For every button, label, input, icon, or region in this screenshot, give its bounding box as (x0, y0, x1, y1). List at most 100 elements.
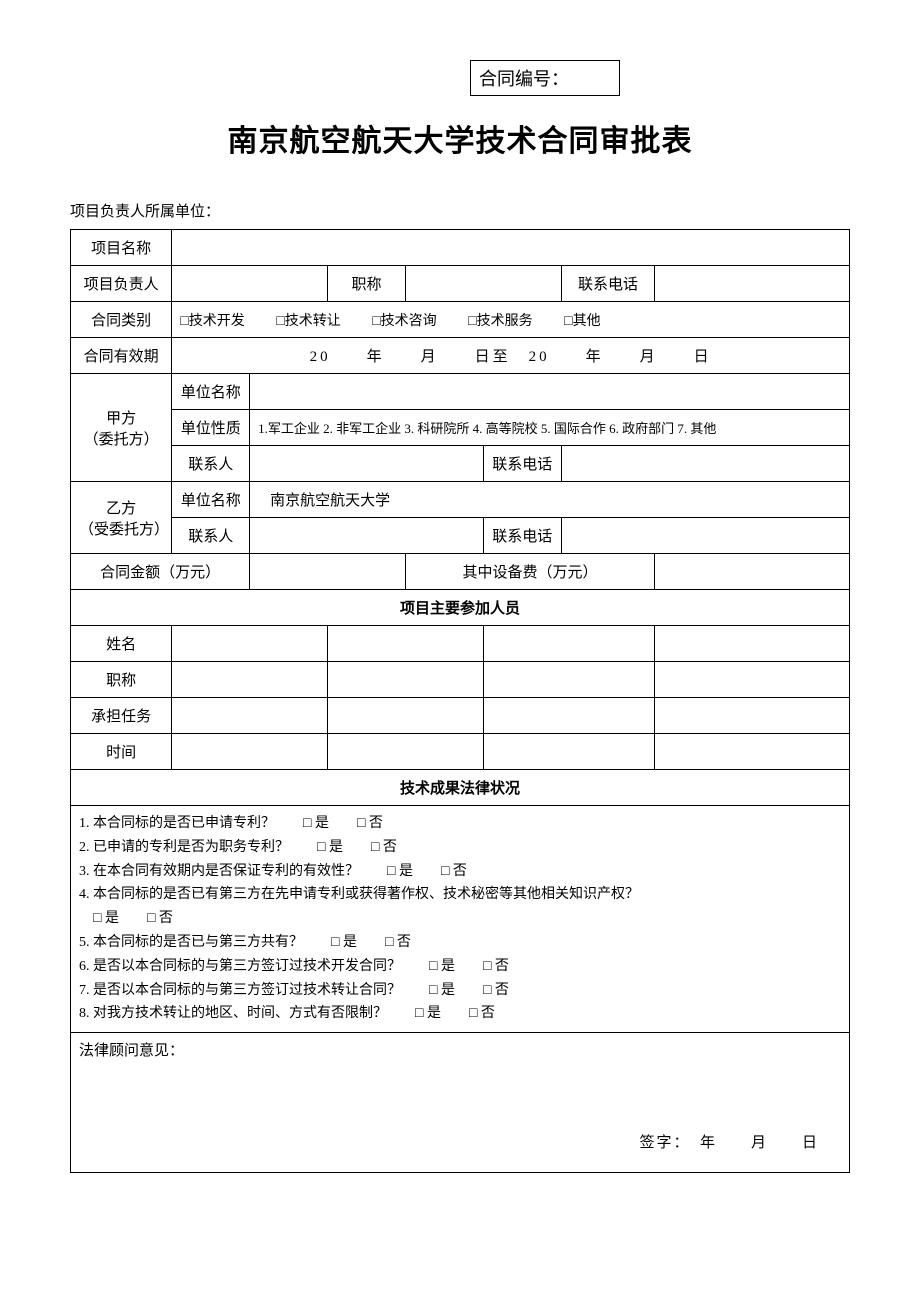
legal-q4a: 4. 本合同标的是否已有第三方在先申请专利或获得著作权、技术秘密等其他相关知识产… (79, 883, 841, 907)
page-title: 南京航空航天大学技术合同审批表 (70, 116, 850, 160)
party-a-text: 甲方 (79, 407, 163, 428)
party-b-sub: （受委托方） (79, 518, 163, 539)
row-valid-period: 合同有效期 20 年 月 日至 20 年 月 日 (71, 338, 850, 374)
label-p-task: 承担任务 (71, 698, 172, 734)
label-phone: 联系电话 (561, 266, 654, 302)
label-party-b: 乙方 （受委托方） (71, 482, 172, 554)
label-project-leader: 项目负责人 (71, 266, 172, 302)
field-p-task-4[interactable] (655, 698, 850, 734)
field-phone[interactable] (655, 266, 850, 302)
row-party-a-name: 甲方 （委托方） 单位名称 (71, 374, 850, 410)
label-party-a: 甲方 （委托方） (71, 374, 172, 482)
field-contract-amount[interactable] (250, 554, 406, 590)
field-p-title-2[interactable] (328, 662, 484, 698)
legal-q4b[interactable]: □ 是 □ 否 (79, 907, 841, 931)
row-opinion: 法律顾问意见： 签字： 年 月 日 (71, 1033, 850, 1173)
field-party-a-contact[interactable] (250, 446, 484, 482)
row-legal-header: 技术成果法律状况 (71, 770, 850, 806)
field-p-title-1[interactable] (172, 662, 328, 698)
row-p-title: 职称 (71, 662, 850, 698)
contract-number-box: 合同编号： (470, 60, 620, 96)
field-p-title-4[interactable] (655, 662, 850, 698)
legal-questions-block: 1. 本合同标的是否已申请专利？ □ 是 □ 否 2. 已申请的专利是否为职务专… (71, 806, 850, 1033)
field-p-task-2[interactable] (328, 698, 484, 734)
signature-line: 签字： 年 月 日 (639, 1131, 819, 1152)
field-party-b-unit-name: 南京航空航天大学 (250, 482, 850, 518)
legal-q1[interactable]: 1. 本合同标的是否已申请专利？ □ 是 □ 否 (79, 812, 841, 836)
field-p-name-1[interactable] (172, 626, 328, 662)
field-contract-type[interactable]: □技术开发 □技术转让 □技术咨询 □技术服务 □其他 (172, 302, 850, 338)
legal-q6[interactable]: 6. 是否以本合同标的与第三方签订过技术开发合同？ □ 是 □ 否 (79, 955, 841, 979)
label-p-time: 时间 (71, 734, 172, 770)
label-party-b-unit-name: 单位名称 (172, 482, 250, 518)
field-p-time-3[interactable] (483, 734, 654, 770)
label-party-a-unit-name: 单位名称 (172, 374, 250, 410)
field-party-a-unit-nature[interactable]: 1.军工企业 2. 非军工企业 3. 科研院所 4. 高等院校 5. 国际合作 … (250, 410, 850, 446)
label-title: 职称 (328, 266, 406, 302)
row-project-leader: 项目负责人 职称 联系电话 (71, 266, 850, 302)
legal-header: 技术成果法律状况 (71, 770, 850, 806)
label-contract-amount: 合同金额（万元） (71, 554, 250, 590)
checkbox-tech-service[interactable]: □技术服务 (468, 310, 532, 330)
row-party-b-contact: 联系人 联系电话 (71, 518, 850, 554)
row-participants-header: 项目主要参加人员 (71, 590, 850, 626)
label-equipment-fee: 其中设备费（万元） (405, 554, 654, 590)
field-p-name-2[interactable] (328, 626, 484, 662)
row-party-b-name: 乙方 （受委托方） 单位名称 南京航空航天大学 (71, 482, 850, 518)
row-p-task: 承担任务 (71, 698, 850, 734)
field-party-a-unit-name[interactable] (250, 374, 850, 410)
checkbox-tech-dev[interactable]: □技术开发 (180, 310, 244, 330)
label-project-name: 项目名称 (71, 230, 172, 266)
label-valid-period: 合同有效期 (71, 338, 172, 374)
legal-q2[interactable]: 2. 已申请的专利是否为职务专利？ □ 是 □ 否 (79, 836, 841, 860)
opinion-label: 法律顾问意见： (79, 1039, 841, 1060)
label-party-a-unit-nature: 单位性质 (172, 410, 250, 446)
legal-q3[interactable]: 3. 在本合同有效期内是否保证专利的有效性？ □ 是 □ 否 (79, 860, 841, 884)
field-p-task-1[interactable] (172, 698, 328, 734)
field-valid-period[interactable]: 20 年 月 日至 20 年 月 日 (172, 338, 850, 374)
checkbox-tech-consult[interactable]: □技术咨询 (372, 310, 436, 330)
field-project-name[interactable] (172, 230, 850, 266)
label-party-b-contact-phone: 联系电话 (483, 518, 561, 554)
label-contract-type: 合同类别 (71, 302, 172, 338)
opinion-block[interactable]: 法律顾问意见： 签字： 年 月 日 (71, 1033, 850, 1173)
unit-label: 项目负责人所属单位： (70, 200, 850, 221)
checkbox-tech-transfer[interactable]: □技术转让 (276, 310, 340, 330)
label-party-b-contact: 联系人 (172, 518, 250, 554)
label-party-a-contact-phone: 联系电话 (483, 446, 561, 482)
label-party-a-contact: 联系人 (172, 446, 250, 482)
legal-q5[interactable]: 5. 本合同标的是否已与第三方共有？ □ 是 □ 否 (79, 931, 841, 955)
label-p-name: 姓名 (71, 626, 172, 662)
row-p-name: 姓名 (71, 626, 850, 662)
field-project-leader[interactable] (172, 266, 328, 302)
row-contract-amount: 合同金额（万元） 其中设备费（万元） (71, 554, 850, 590)
party-b-text: 乙方 (79, 497, 163, 518)
legal-q7[interactable]: 7. 是否以本合同标的与第三方签订过技术转让合同？ □ 是 □ 否 (79, 979, 841, 1003)
row-p-time: 时间 (71, 734, 850, 770)
label-p-title: 职称 (71, 662, 172, 698)
field-p-time-2[interactable] (328, 734, 484, 770)
field-p-time-1[interactable] (172, 734, 328, 770)
field-party-b-contact-phone[interactable] (561, 518, 849, 554)
row-party-a-nature: 单位性质 1.军工企业 2. 非军工企业 3. 科研院所 4. 高等院校 5. … (71, 410, 850, 446)
field-p-name-3[interactable] (483, 626, 654, 662)
contract-number-label: 合同编号： (479, 69, 569, 89)
row-contract-type: 合同类别 □技术开发 □技术转让 □技术咨询 □技术服务 □其他 (71, 302, 850, 338)
participants-header: 项目主要参加人员 (71, 590, 850, 626)
row-project-name: 项目名称 (71, 230, 850, 266)
field-party-a-contact-phone[interactable] (561, 446, 849, 482)
field-p-title-3[interactable] (483, 662, 654, 698)
row-legal-questions: 1. 本合同标的是否已申请专利？ □ 是 □ 否 2. 已申请的专利是否为职务专… (71, 806, 850, 1033)
checkbox-other[interactable]: □其他 (564, 310, 600, 330)
party-b-unit-value: 南京航空航天大学 (270, 493, 390, 509)
field-p-task-3[interactable] (483, 698, 654, 734)
row-party-a-contact: 联系人 联系电话 (71, 446, 850, 482)
legal-q8[interactable]: 8. 对我方技术转让的地区、时间、方式有否限制？ □ 是 □ 否 (79, 1002, 841, 1026)
party-a-sub: （委托方） (79, 428, 163, 449)
field-p-time-4[interactable] (655, 734, 850, 770)
field-party-b-contact[interactable] (250, 518, 484, 554)
field-p-name-4[interactable] (655, 626, 850, 662)
field-equipment-fee[interactable] (655, 554, 850, 590)
approval-form-table: 项目名称 项目负责人 职称 联系电话 合同类别 □技术开发 □技术转让 □技术咨… (70, 229, 850, 1173)
field-title[interactable] (405, 266, 561, 302)
